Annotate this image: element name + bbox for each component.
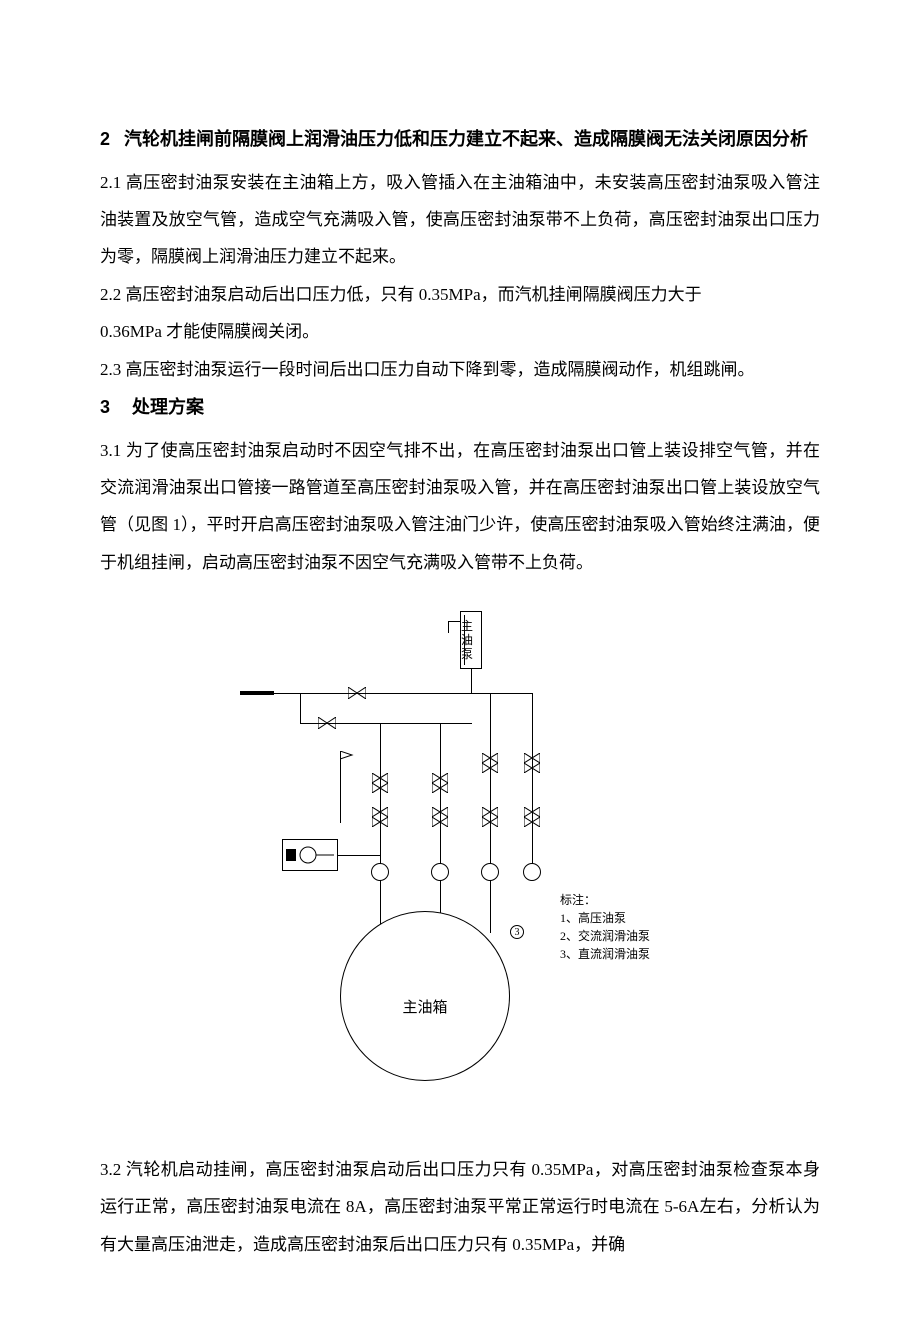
hline-pump-out xyxy=(338,855,380,856)
gate-valve-icon xyxy=(372,773,388,793)
vline-vessel-arm xyxy=(448,621,449,633)
figure-1: 主油泵 xyxy=(240,611,680,1091)
pump-internals-icon xyxy=(286,843,334,867)
figure-1-wrapper: 主油泵 xyxy=(100,611,820,1091)
main-tank: 主油箱 xyxy=(340,911,510,1081)
flag-icon xyxy=(340,751,354,767)
paragraph-2-1: 2.1 高压密封油泵安装在主油箱上方，吸入管插入在主油箱油中，未安装高压密封油泵… xyxy=(100,164,820,276)
gate-valve-icon xyxy=(524,807,540,827)
paragraph-2-3: 2.3 高压密封油泵运行一段时间后出口压力自动下降到零，造成隔膜阀动作，机组跳闸… xyxy=(100,351,820,388)
hline-top-left xyxy=(274,693,320,694)
legend-item-1: 1、高压油泵 xyxy=(560,909,650,927)
vline-vessel-down xyxy=(471,669,472,693)
valve-icon xyxy=(318,717,336,729)
gate-valve-icon xyxy=(432,807,448,827)
vessel-inner-line xyxy=(464,615,465,665)
paragraph-3-1: 3.1 为了使高压密封油泵启动时不因空气排不出，在高压密封油泵出口管上装设排空气… xyxy=(100,432,820,582)
paragraph-3-2: 3.2 汽轮机启动挂闸，高压密封油泵启动后出口压力只有 0.35MPa，对高压密… xyxy=(100,1151,820,1263)
paragraph-2-2b: 0.36MPa 才能使隔膜阀关闭。 xyxy=(100,313,820,350)
legend-item-3: 3、直流润滑油泵 xyxy=(560,945,650,963)
section-2-title: 汽轮机挂闸前隔膜阀上润滑油压力低和压力建立不起来、造成隔膜阀无法关闭原因分析 xyxy=(124,129,808,149)
pump-circle-1 xyxy=(371,863,389,881)
pump-circle-2 xyxy=(431,863,449,881)
section-3-number: 3 xyxy=(100,388,110,428)
thick-segment xyxy=(240,691,274,695)
gate-valve-icon xyxy=(482,753,498,773)
main-tank-label: 主油箱 xyxy=(402,996,447,1017)
legend-title: 标注： xyxy=(560,891,650,909)
marker-3-label: 3 xyxy=(515,927,520,938)
legend-item-2: 2、交流润滑油泵 xyxy=(560,927,650,945)
pump-circle-3 xyxy=(481,863,499,881)
vline-row2-left xyxy=(300,693,301,723)
gate-valve-icon xyxy=(372,807,388,827)
hline-vessel-arm xyxy=(448,621,460,622)
section-3-title: 处理方案 xyxy=(132,397,204,417)
vline-drop-1 xyxy=(380,723,381,933)
valve-icon xyxy=(348,687,366,699)
gate-valve-icon xyxy=(524,753,540,773)
paragraph-2-2a: 2.2 高压密封油泵启动后出口压力低，只有 0.35MPa，而汽机挂闸隔膜阀压力… xyxy=(100,276,820,313)
gate-valve-icon xyxy=(482,807,498,827)
section-2-heading: 2 汽轮机挂闸前隔膜阀上润滑油压力低和压力建立不起来、造成隔膜阀无法关闭原因分析 xyxy=(100,120,820,160)
section-2-number: 2 xyxy=(100,120,110,160)
marker-3: 3 xyxy=(510,925,524,939)
pump-circle-4 xyxy=(523,863,541,881)
gate-valve-icon xyxy=(432,773,448,793)
section-3-heading: 3 处理方案 xyxy=(100,388,820,428)
vline-right xyxy=(532,693,533,871)
legend: 标注： 1、高压油泵 2、交流润滑油泵 3、直流润滑油泵 xyxy=(560,891,650,963)
